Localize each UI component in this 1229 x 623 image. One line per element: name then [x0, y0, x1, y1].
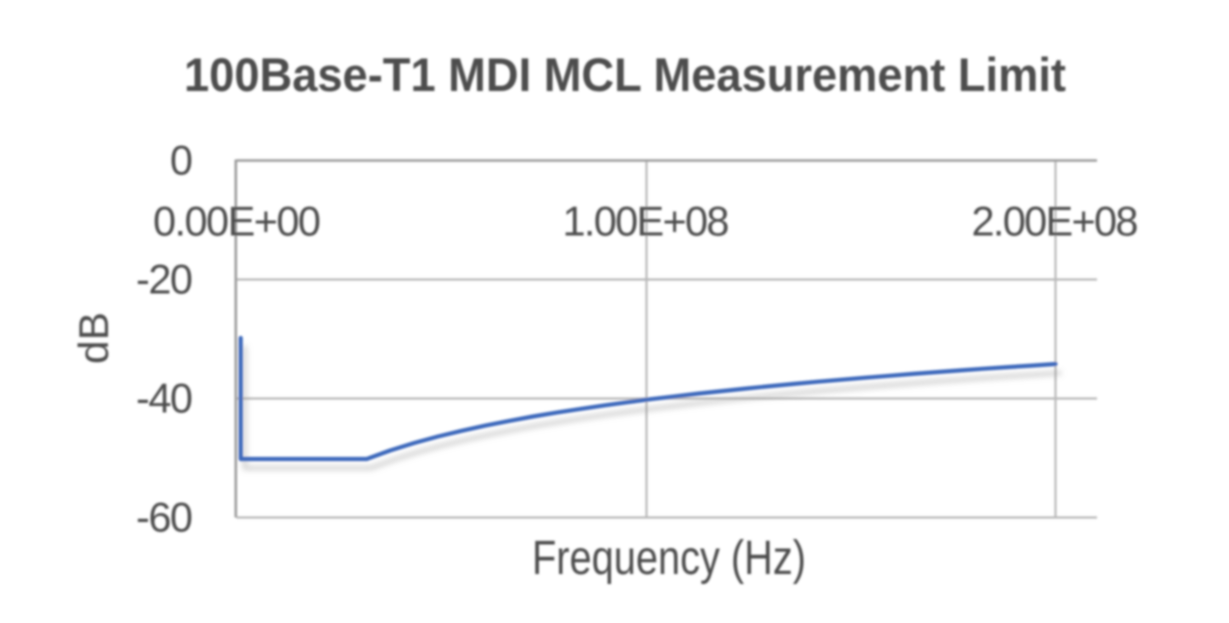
svg-text:1.00E+08: 1.00E+08: [563, 198, 730, 245]
svg-text:-40: -40: [136, 374, 193, 421]
svg-text:2.00E+08: 2.00E+08: [972, 198, 1139, 245]
svg-text:-60: -60: [136, 493, 193, 540]
svg-text:dB: dB: [70, 312, 117, 364]
svg-text:100Base-T1 MDI MCL Measurement: 100Base-T1 MDI MCL Measurement Limit: [184, 49, 1066, 102]
svg-text:0.00E+00: 0.00E+00: [153, 198, 321, 245]
svg-text:-20: -20: [136, 255, 193, 302]
svg-text:0: 0: [170, 136, 193, 183]
svg-text:Frequency (Hz): Frequency (Hz): [532, 532, 806, 585]
